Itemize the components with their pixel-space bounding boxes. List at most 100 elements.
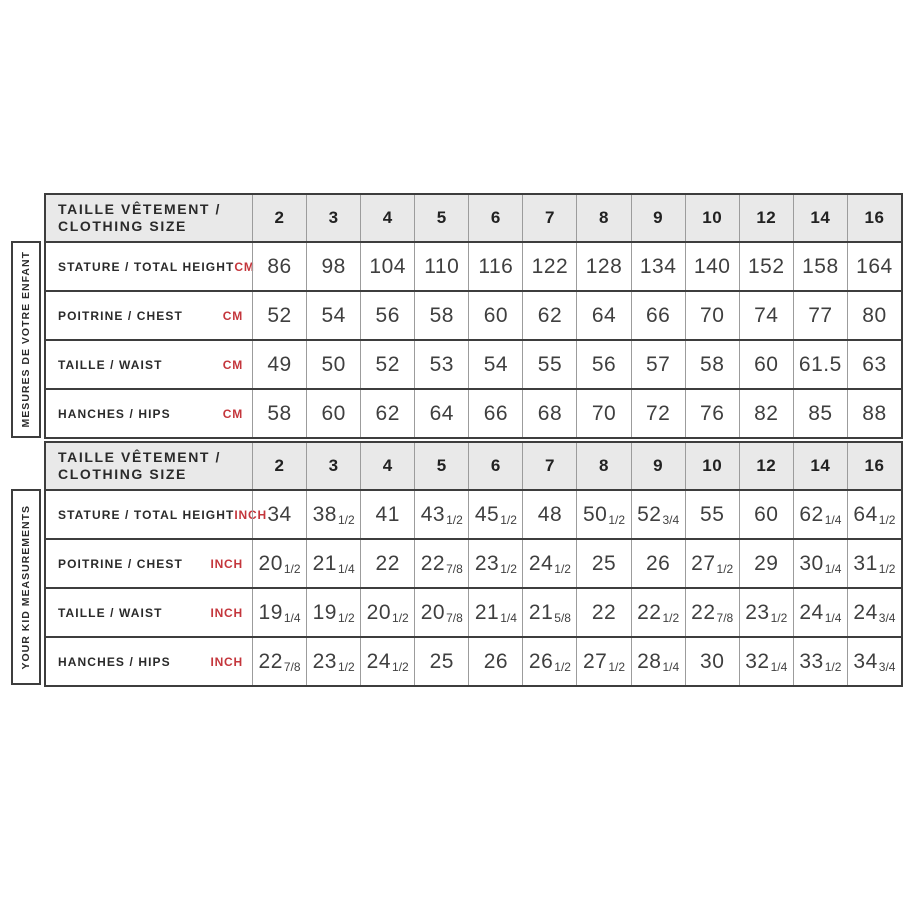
- unit-label: CM: [222, 357, 243, 372]
- measurement-value: 64: [414, 390, 468, 437]
- measurement-value: 48: [522, 491, 576, 538]
- measurement-value: 19 1/4: [252, 589, 306, 636]
- measurement-value: 20 1/2: [252, 540, 306, 587]
- fraction-part: 1/2: [878, 562, 896, 576]
- measurement-value: 29: [738, 540, 793, 587]
- fraction-part: 7/8: [283, 660, 301, 674]
- measurement-value: 58: [684, 341, 739, 388]
- measurement-value: 140: [684, 243, 739, 290]
- measurement-row: POITRINE / CHEST CM 52 54 56 58 60 62 64 66 70 74 77…: [46, 290, 901, 339]
- measurement-value: 21 5/8: [522, 589, 576, 636]
- measurement-value: 85: [792, 390, 847, 437]
- measurement-value: 49: [252, 341, 306, 388]
- measurement-value: 21 1/4: [468, 589, 522, 636]
- measurement-value: 28 1/4: [630, 638, 685, 685]
- measurement-value: 45 1/2: [468, 491, 522, 538]
- measurement-value: 43 1/2: [414, 491, 468, 538]
- size-column-header: 12: [738, 443, 793, 489]
- measurement-value: 21 1/4: [306, 540, 360, 587]
- measurement-value: 56: [360, 292, 414, 339]
- measurement-value: 24 1/2: [360, 638, 414, 685]
- measurement-label-cell: STATURE / TOTAL HEIGHT CM: [46, 243, 254, 290]
- fraction-part: 7/8: [446, 562, 463, 576]
- measurement-value: 34: [252, 491, 306, 538]
- measurement-value: 33 1/2: [792, 638, 847, 685]
- measurement-value: 22 7/8: [252, 638, 306, 685]
- measurement-row: TAILLE / WAIST CM 49 50 52 53 54 55 56 57 58 60 61.5…: [46, 339, 901, 388]
- measurement-value: 52: [360, 341, 414, 388]
- measurement-value: 77: [792, 292, 847, 339]
- measurement-value: 82: [738, 390, 793, 437]
- measurement-value: 26 1/2: [522, 638, 576, 685]
- measurement-value: 34 3/4: [846, 638, 901, 685]
- size-column-header: 16: [846, 443, 901, 489]
- size-column-header: 3: [306, 195, 360, 241]
- measurement-value: 104: [360, 243, 414, 290]
- measurement-label: HANCHES / HIPS: [58, 406, 171, 421]
- fraction-part: 1/2: [716, 562, 734, 576]
- measurement-value: 61.5: [792, 341, 847, 388]
- side-label-inch-text: YOUR KID MEASUREMENTS: [20, 504, 32, 670]
- measurement-value: 22: [360, 540, 414, 587]
- measurement-value: 22 7/8: [414, 540, 468, 587]
- measurement-value: 23 1/2: [306, 638, 360, 685]
- fraction-part: 1/2: [500, 513, 517, 527]
- measurement-value: 27 1/2: [684, 540, 739, 587]
- size-column-header: 3: [306, 443, 360, 489]
- size-column-header: 4: [360, 443, 414, 489]
- measurement-row: POITRINE / CHEST INCH 20 1/2 21 1/4 22 22 7/8 23 1…: [46, 538, 901, 587]
- measurement-row: STATURE / TOTAL HEIGHT INCH 34 38 1/2 41 43 1/2…: [46, 489, 901, 538]
- clothing-size-label: TAILLE VÊTEMENT / CLOTHING SIZE: [58, 201, 221, 234]
- measurement-value: 64 1/2: [846, 491, 901, 538]
- measurement-value: 80: [846, 292, 901, 339]
- measurement-value: 50 1/2: [576, 491, 630, 538]
- unit-label: INCH: [210, 556, 243, 571]
- unit-label: INCH: [234, 507, 267, 522]
- fraction-part: 1/2: [446, 513, 463, 527]
- fraction-part: 1/2: [337, 611, 355, 625]
- fraction-part: 3/4: [662, 513, 680, 527]
- measurement-value: 62: [360, 390, 414, 437]
- measurement-label: STATURE / TOTAL HEIGHT: [58, 259, 235, 274]
- measurement-value: 24 1/2: [522, 540, 576, 587]
- fraction-part: 1/2: [337, 660, 355, 674]
- measurement-value: 54: [306, 292, 360, 339]
- unit-label: CM: [222, 308, 243, 323]
- measurement-value: 55: [684, 491, 739, 538]
- measurement-value: 128: [576, 243, 630, 290]
- fraction-part: 1/4: [337, 562, 355, 576]
- size-column-header: 9: [630, 443, 685, 489]
- measurement-label-cell: POITRINE / CHEST CM: [46, 292, 252, 339]
- measurement-value: 52: [252, 292, 306, 339]
- measurement-value: 66: [630, 292, 685, 339]
- measurement-value: 60: [468, 292, 522, 339]
- measurement-value: 60: [306, 390, 360, 437]
- measurement-label-cell: HANCHES / HIPS CM: [46, 390, 252, 437]
- fraction-part: 1/2: [608, 513, 626, 527]
- measurement-value: 23 1/2: [738, 589, 793, 636]
- size-column-header: 5: [414, 195, 468, 241]
- measurement-value: 20 1/2: [360, 589, 414, 636]
- measurement-value: 54: [468, 341, 522, 388]
- measurement-value: 26: [468, 638, 522, 685]
- measurement-value: 25: [576, 540, 630, 587]
- measurement-value: 134: [630, 243, 685, 290]
- fraction-part: 1/2: [824, 660, 842, 674]
- size-column-header: 2: [252, 443, 306, 489]
- measurement-value: 24 3/4: [846, 589, 901, 636]
- measurement-value: 60: [738, 491, 793, 538]
- size-column-header: 16: [846, 195, 901, 241]
- clothing-size-label-line2: CLOTHING SIZE: [58, 466, 187, 482]
- fraction-part: 7/8: [716, 611, 734, 625]
- size-column-header: 2: [252, 195, 306, 241]
- measurement-value: 24 1/4: [792, 589, 847, 636]
- size-column-header: 8: [576, 443, 630, 489]
- measurement-value: 27 1/2: [576, 638, 630, 685]
- measurement-value: 122: [522, 243, 576, 290]
- fraction-part: 1/4: [824, 611, 842, 625]
- measurement-value: 26: [630, 540, 685, 587]
- measurement-value: 88: [846, 390, 901, 437]
- fraction-part: 1/4: [283, 611, 301, 625]
